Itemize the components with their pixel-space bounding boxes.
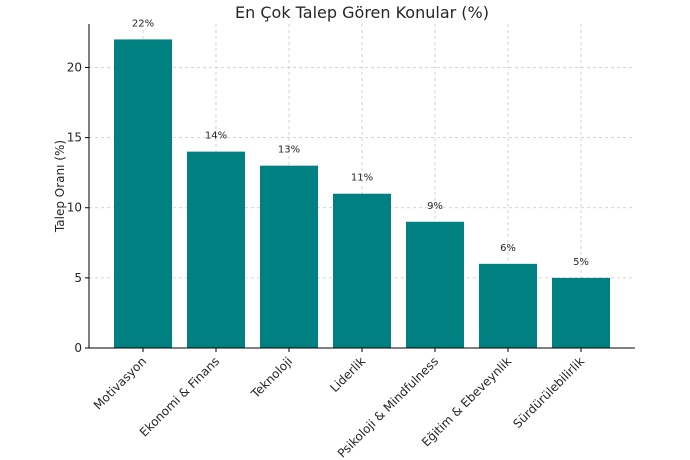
- data-label: 5%: [573, 257, 589, 268]
- y-axis-ticks: 0 5 10 15 20: [67, 60, 89, 355]
- bars: [114, 39, 610, 349]
- data-label: 6%: [500, 243, 516, 254]
- bar: [552, 277, 610, 348]
- y-tick-label: 0: [74, 341, 82, 355]
- y-tick-label: 15: [67, 131, 82, 145]
- data-label: 9%: [427, 201, 443, 212]
- y-tick-label: 10: [67, 201, 82, 215]
- y-tick-label: 20: [67, 60, 82, 74]
- bar: [114, 39, 172, 349]
- bar: [187, 151, 245, 348]
- data-labels: 22% 14% 13% 11% 9% 6% 5%: [132, 18, 589, 267]
- data-label: 13%: [278, 145, 300, 156]
- bar: [406, 221, 464, 348]
- chart-title: En Çok Talep Gören Konular (%): [235, 3, 489, 22]
- bar: [333, 193, 391, 348]
- x-tick-label: Sürdürülebilirlik: [510, 354, 587, 431]
- bar: [479, 263, 537, 348]
- bar: [260, 165, 318, 348]
- data-label: 22%: [132, 18, 154, 29]
- data-label: 11%: [351, 173, 373, 184]
- x-tick-label: Motivasyon: [91, 354, 149, 412]
- x-tick-label: Teknoloji: [248, 354, 295, 401]
- y-axis-label: Talep Oranı (%): [53, 140, 67, 233]
- x-tick-label: Liderlik: [327, 354, 368, 395]
- x-tick-label: Ekonomi & Finans: [137, 354, 222, 439]
- data-label: 14%: [205, 131, 227, 142]
- y-tick-label: 5: [74, 271, 82, 285]
